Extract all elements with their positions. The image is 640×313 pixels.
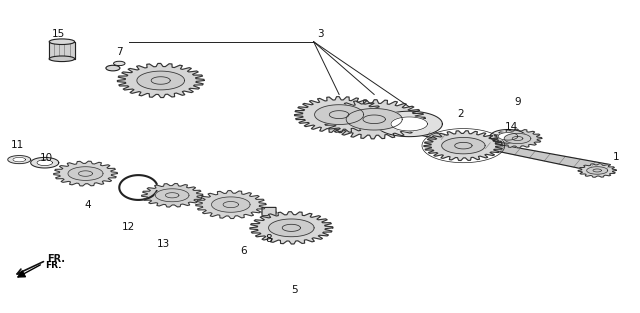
- Text: 11: 11: [11, 140, 24, 150]
- Text: 10: 10: [40, 153, 52, 163]
- Polygon shape: [31, 157, 59, 168]
- Polygon shape: [323, 100, 425, 139]
- Polygon shape: [212, 197, 250, 212]
- Polygon shape: [250, 212, 333, 244]
- Polygon shape: [13, 157, 26, 162]
- Ellipse shape: [106, 65, 120, 71]
- Ellipse shape: [262, 209, 276, 215]
- Text: 3: 3: [317, 28, 323, 38]
- Polygon shape: [578, 164, 616, 177]
- Polygon shape: [376, 111, 442, 137]
- Text: FR.: FR.: [47, 254, 65, 264]
- Polygon shape: [315, 105, 364, 125]
- Polygon shape: [68, 167, 103, 180]
- Text: 1: 1: [613, 151, 620, 162]
- Polygon shape: [424, 131, 503, 161]
- Polygon shape: [493, 129, 541, 148]
- Polygon shape: [442, 137, 485, 154]
- Polygon shape: [269, 219, 314, 237]
- Text: 7: 7: [116, 47, 123, 57]
- Polygon shape: [137, 71, 184, 90]
- Polygon shape: [498, 133, 518, 140]
- Polygon shape: [504, 133, 531, 144]
- Polygon shape: [196, 191, 266, 218]
- Polygon shape: [49, 42, 75, 59]
- Text: 2: 2: [457, 109, 463, 119]
- Polygon shape: [346, 109, 402, 130]
- Text: 6: 6: [240, 246, 247, 256]
- Polygon shape: [8, 156, 31, 164]
- Polygon shape: [54, 161, 117, 186]
- Text: 5: 5: [291, 285, 298, 295]
- Text: FR.: FR.: [45, 261, 61, 270]
- Text: 13: 13: [157, 239, 170, 249]
- FancyBboxPatch shape: [262, 208, 276, 216]
- Ellipse shape: [49, 56, 75, 62]
- Ellipse shape: [49, 39, 75, 44]
- Text: 15: 15: [52, 28, 65, 38]
- Text: 8: 8: [266, 234, 273, 244]
- Text: 4: 4: [84, 200, 91, 210]
- Polygon shape: [141, 183, 203, 207]
- Text: 14: 14: [504, 122, 518, 132]
- Ellipse shape: [113, 61, 125, 66]
- Polygon shape: [382, 124, 611, 173]
- Polygon shape: [391, 117, 428, 131]
- Text: 12: 12: [122, 222, 136, 232]
- Polygon shape: [490, 130, 526, 143]
- Text: 9: 9: [514, 97, 521, 107]
- Polygon shape: [294, 97, 384, 133]
- Polygon shape: [587, 167, 608, 174]
- Polygon shape: [117, 64, 204, 98]
- Polygon shape: [37, 160, 52, 166]
- Polygon shape: [156, 189, 189, 202]
